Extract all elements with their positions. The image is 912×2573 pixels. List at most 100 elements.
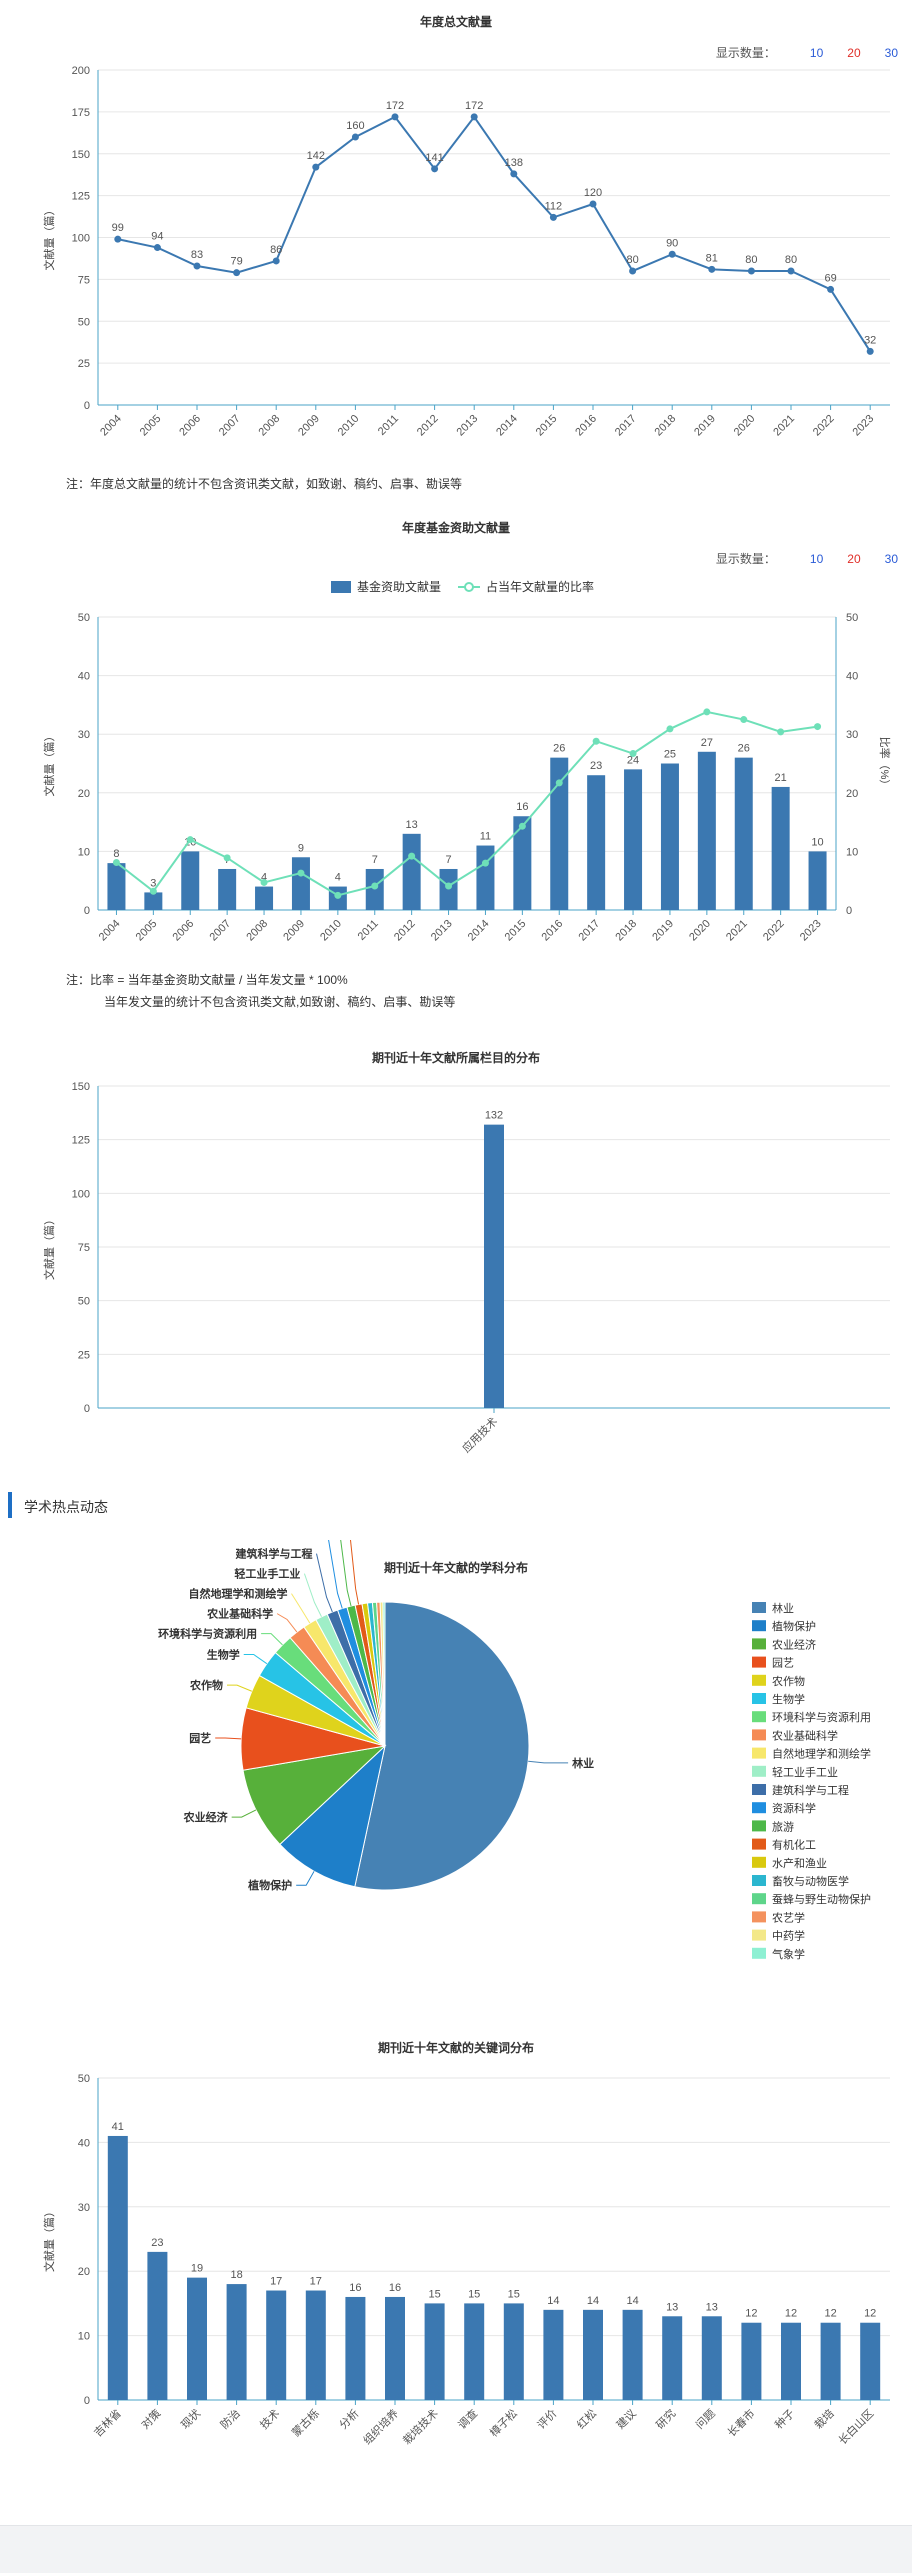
x-tick-label: 栽培技术 — [400, 2406, 441, 2447]
bar — [439, 868, 458, 910]
total-chart-panel: 年度总文献量 显示数量： 10 20 30 0 25 50 75 100 125 150 17… — [0, 0, 912, 500]
x-tick-label: 2012 — [415, 413, 441, 439]
column-chart-title: 期刊近十年文献所属栏目的分布 — [371, 1051, 540, 1065]
x-tick-label: 调查 — [455, 2406, 480, 2431]
bar-label: 12 — [864, 2308, 876, 2320]
bar — [266, 2290, 287, 2400]
data-label: 83 — [191, 249, 203, 261]
bar-label: 9 — [298, 842, 304, 854]
bar — [385, 2296, 405, 2400]
y-tick-label: 75 — [78, 274, 90, 286]
page-footer-bar — [0, 2525, 912, 2573]
x-tick-label: 2020 — [732, 413, 758, 439]
bar-label: 23 — [151, 2237, 163, 2249]
data-label: 90 — [666, 237, 678, 249]
count-option-30[interactable]: 30 — [884, 45, 898, 60]
data-label: 80 — [745, 254, 757, 266]
bar — [503, 2303, 524, 2400]
ratio-point — [740, 716, 748, 724]
legend-swatch-bar — [331, 581, 351, 593]
count-option-20[interactable]: 20 — [847, 45, 861, 60]
y-tick-label: 50 — [78, 316, 90, 328]
x-tick-label: 2020 — [687, 918, 713, 944]
pie-label: 农业经济 — [183, 1810, 229, 1824]
data-label: 69 — [824, 272, 836, 284]
x-tick-label: 2011 — [356, 918, 381, 943]
bar — [701, 2316, 722, 2400]
count-option-30[interactable]: 30 — [884, 551, 898, 566]
count-option-10[interactable]: 10 — [809, 551, 824, 566]
legend-swatch — [752, 1711, 766, 1723]
bar-label: 12 — [745, 2308, 757, 2320]
legend-swatch — [752, 1911, 766, 1923]
bar — [820, 2322, 841, 2400]
legend-swatch — [752, 1929, 766, 1941]
y2-tick-label: 30 — [846, 729, 858, 741]
pie-slice — [382, 1601, 386, 1747]
legend-label: 自然地理学和测绘学 — [772, 1747, 871, 1761]
pie-label-line — [231, 1809, 257, 1818]
x-tick-label: 现状 — [178, 2406, 203, 2431]
x-tick-label: 2010 — [318, 918, 344, 944]
bar-label: 19 — [191, 2263, 203, 2275]
count-option-20[interactable]: 20 — [847, 551, 861, 566]
legend-label: 畜牧与动物医学 — [772, 1874, 849, 1888]
x-tick-label: 问题 — [693, 2407, 718, 2432]
bar-label: 7 — [372, 854, 378, 866]
subject-chart-panel: 期刊近十年文献的学科分布 林业 植物保护 农业经济 园艺 农作物 生物学 环境科学与资源利用… — [0, 1540, 912, 1980]
y2-axis-title: 比率（%） — [878, 737, 892, 791]
bar — [771, 786, 790, 910]
x-tick-label: 2004 — [98, 413, 124, 439]
pie-label-line — [227, 1684, 253, 1692]
data-point — [431, 165, 439, 173]
x-tick-label: 技术 — [258, 2407, 283, 2432]
legend-label: 农作物 — [772, 1674, 805, 1688]
bar — [291, 857, 310, 910]
data-label: 141 — [425, 152, 443, 164]
pie-label-line — [349, 1540, 360, 1605]
data-point — [470, 113, 478, 121]
y-tick-label: 40 — [78, 2137, 90, 2149]
y-tick-label: 25 — [78, 1349, 90, 1361]
data-label: 86 — [270, 244, 282, 256]
bar-label: 14 — [587, 2295, 599, 2307]
ratio-point — [149, 887, 157, 895]
y-tick-label: 0 — [84, 400, 90, 412]
bar — [218, 868, 237, 910]
x-tick-label: 2023 — [798, 918, 824, 944]
total-count-selector: 显示数量： 10 20 30 — [716, 44, 898, 61]
legend-label: 农业基础科学 — [772, 1728, 838, 1742]
ratio-point — [297, 869, 305, 877]
legend-label: 有机化工 — [772, 1838, 816, 1852]
bar — [624, 769, 643, 910]
x-tick-label: 2008 — [257, 413, 283, 439]
x-tick-label: 2007 — [207, 918, 233, 944]
legend-swatch — [752, 1802, 766, 1814]
data-point — [629, 267, 637, 275]
legend-swatch — [752, 1602, 766, 1613]
x-tick-label: 2006 — [171, 918, 197, 944]
fund-chart-note: 注：比率 = 当年基金资助文献量 / 当年发文量 * 100% 当年发文量的统计… — [66, 969, 455, 1013]
x-tick-label: 栽培 — [811, 2406, 836, 2431]
ratio-point — [481, 859, 489, 867]
legend-swatch — [752, 1875, 766, 1886]
x-tick-label: 2009 — [281, 918, 307, 944]
bar-label: 132 — [485, 1110, 503, 1122]
bar — [365, 868, 384, 910]
bar — [464, 2303, 485, 2400]
x-tick-label: 蒙古栎 — [289, 2407, 322, 2440]
legend-label: 园艺 — [772, 1657, 794, 1670]
pie-label: 园艺 — [189, 1731, 211, 1745]
legend-label: 水产和渔业 — [772, 1856, 827, 1870]
x-tick-label: 2023 — [851, 413, 877, 439]
legend-label: 气象学 — [772, 1947, 805, 1961]
bar — [484, 1124, 504, 1408]
count-option-10[interactable]: 10 — [809, 45, 824, 60]
legend-label: 植物保护 — [772, 1619, 816, 1633]
bar-label: 8 — [113, 848, 119, 860]
fund-chart-panel: 年度基金资助文献量 显示数量： 10 20 30 0 0 10 10 20 20 30 30 4… — [0, 500, 912, 1020]
bar-label: 17 — [310, 2276, 322, 2288]
x-tick-label: 评价 — [535, 2407, 560, 2432]
column-chart-panel: 期刊近十年文献所属栏目的分布 0 25 50 75 100 125 150 文献量（篇） 应用技… — [0, 1030, 912, 1480]
data-label: 80 — [626, 254, 638, 266]
